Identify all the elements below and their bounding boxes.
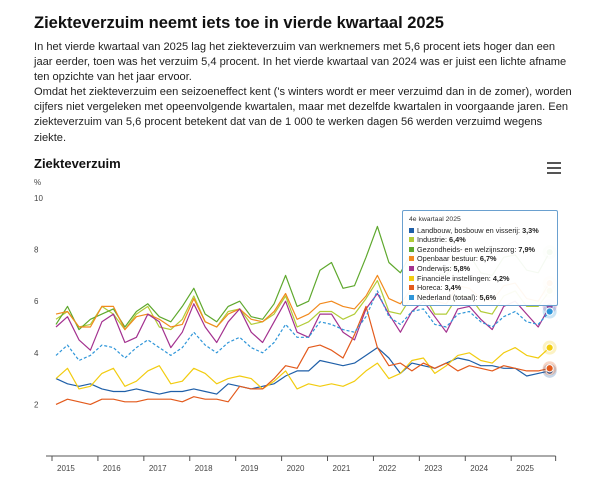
- chart-axes: % 2 4 6 8 10 2015 2016 2017 2018 2019 2020 2021 2022 2…: [34, 178, 557, 473]
- tooltip-row: Onderwijs: 5,8%: [409, 264, 551, 274]
- x-tick-label: 2016: [103, 464, 121, 473]
- series-line-landbouw-bosbouw-en-visserij[interactable]: [55, 347, 550, 395]
- series-line-onderwijs[interactable]: [55, 292, 551, 351]
- tooltip-rows: Landbouw, bosbouw en visserij: 3,3% Indus…: [409, 226, 551, 303]
- tooltip-row-label: Horeca:: [417, 283, 445, 293]
- x-tick-label: 2023: [424, 464, 442, 473]
- tooltip-row: Financiële instellingen: 4,2%: [409, 274, 551, 284]
- tooltip-row: Landbouw, bosbouw en visserij: 3,3%: [409, 226, 551, 236]
- tooltip-header: 4e kwartaal 2025: [409, 216, 461, 223]
- y-tick-label: 2: [34, 400, 39, 409]
- x-tick-label: 2020: [287, 464, 305, 473]
- series-line-horeca[interactable]: [55, 305, 550, 405]
- chart-title: Ziekteverzuim: [34, 156, 121, 171]
- x-tick-label: 2025: [516, 464, 534, 473]
- tooltip-row: Nederland (totaal): 5,6%: [409, 293, 551, 303]
- series-end-marker[interactable]: [545, 307, 554, 316]
- x-tick-label: 2017: [149, 464, 167, 473]
- y-tick-label: 10: [34, 194, 43, 203]
- legend-swatch-icon: [409, 237, 414, 243]
- tooltip-row-label: Onderwijs:: [417, 263, 454, 273]
- legend-swatch-icon: [409, 275, 414, 281]
- menu-bar: [547, 172, 561, 174]
- series-end-marker[interactable]: [545, 364, 554, 373]
- tooltip-row-value: 3,3%: [522, 225, 539, 235]
- y-tick-label: 6: [34, 297, 39, 306]
- page-title: Ziekteverzuim neemt iets toe in vierde k…: [34, 14, 444, 32]
- series-line-nederland-totaal[interactable]: [55, 290, 551, 362]
- x-tick-label: 2021: [333, 464, 351, 473]
- tooltip-row-value: 7,9%: [518, 244, 536, 254]
- article-intro: In het vierde kwartaal van 2025 lag het …: [34, 40, 574, 146]
- intro-paragraph-1: In het vierde kwartaal van 2025 lag het …: [34, 41, 567, 84]
- tooltip-row-label: Gezondheids- en welzijnszorg:: [417, 244, 519, 254]
- x-tick-label: 2015: [57, 464, 75, 473]
- tooltip-row-value: 6,7%: [479, 254, 497, 264]
- legend-swatch-icon: [409, 227, 414, 233]
- y-tick-label: 8: [34, 246, 39, 255]
- x-tick-label: 2024: [470, 464, 488, 473]
- menu-bar: [547, 162, 561, 164]
- series-end-marker[interactable]: [545, 343, 554, 352]
- series-line-financi-le-instellingen[interactable]: [55, 347, 551, 390]
- tooltip-row-value: 4,2%: [492, 273, 510, 283]
- tooltip-row: Openbaar bestuur: 6,7%: [409, 254, 551, 264]
- x-tick-label: 2018: [195, 464, 213, 473]
- tooltip-row: Industrie: 6,4%: [409, 235, 551, 245]
- hamburger-menu-icon[interactable]: [547, 162, 561, 174]
- tooltip-row-label: Landbouw, bosbouw en visserij:: [417, 225, 523, 235]
- tooltip-row-label: Openbaar bestuur:: [417, 254, 480, 264]
- tooltip-row: Gezondheids- en welzijnszorg: 7,9%: [409, 245, 551, 255]
- x-tick-label: 2022: [378, 464, 396, 473]
- intro-paragraph-2: Omdat het ziekteverzuim een seizoeneffec…: [34, 86, 572, 144]
- chart-tooltip: 4e kwartaal 2025 Landbouw, bosbouw en vi…: [402, 210, 558, 306]
- y-tick-label: 4: [34, 349, 39, 358]
- tooltip-row-value: 5,6%: [479, 292, 497, 302]
- tooltip-row: Horeca: 3,4%: [409, 283, 551, 293]
- tooltip-row-value: 3,4%: [444, 283, 462, 293]
- y-axis-unit-label: %: [34, 178, 41, 187]
- tooltip-row-label: Financiële instellingen:: [417, 273, 493, 283]
- legend-swatch-icon: [409, 256, 414, 262]
- menu-bar: [547, 167, 561, 169]
- tooltip-row-value: 6,4%: [449, 235, 466, 245]
- tooltip-row-value: 5,8%: [453, 263, 471, 273]
- legend-swatch-icon: [409, 265, 414, 271]
- legend-swatch-icon: [409, 285, 414, 291]
- legend-swatch-icon: [409, 294, 414, 300]
- tooltip-row-label: Nederland (totaal):: [417, 292, 480, 302]
- tooltip-row-label: Industrie:: [417, 235, 450, 245]
- x-tick-label: 2019: [241, 464, 259, 473]
- legend-swatch-icon: [409, 246, 414, 252]
